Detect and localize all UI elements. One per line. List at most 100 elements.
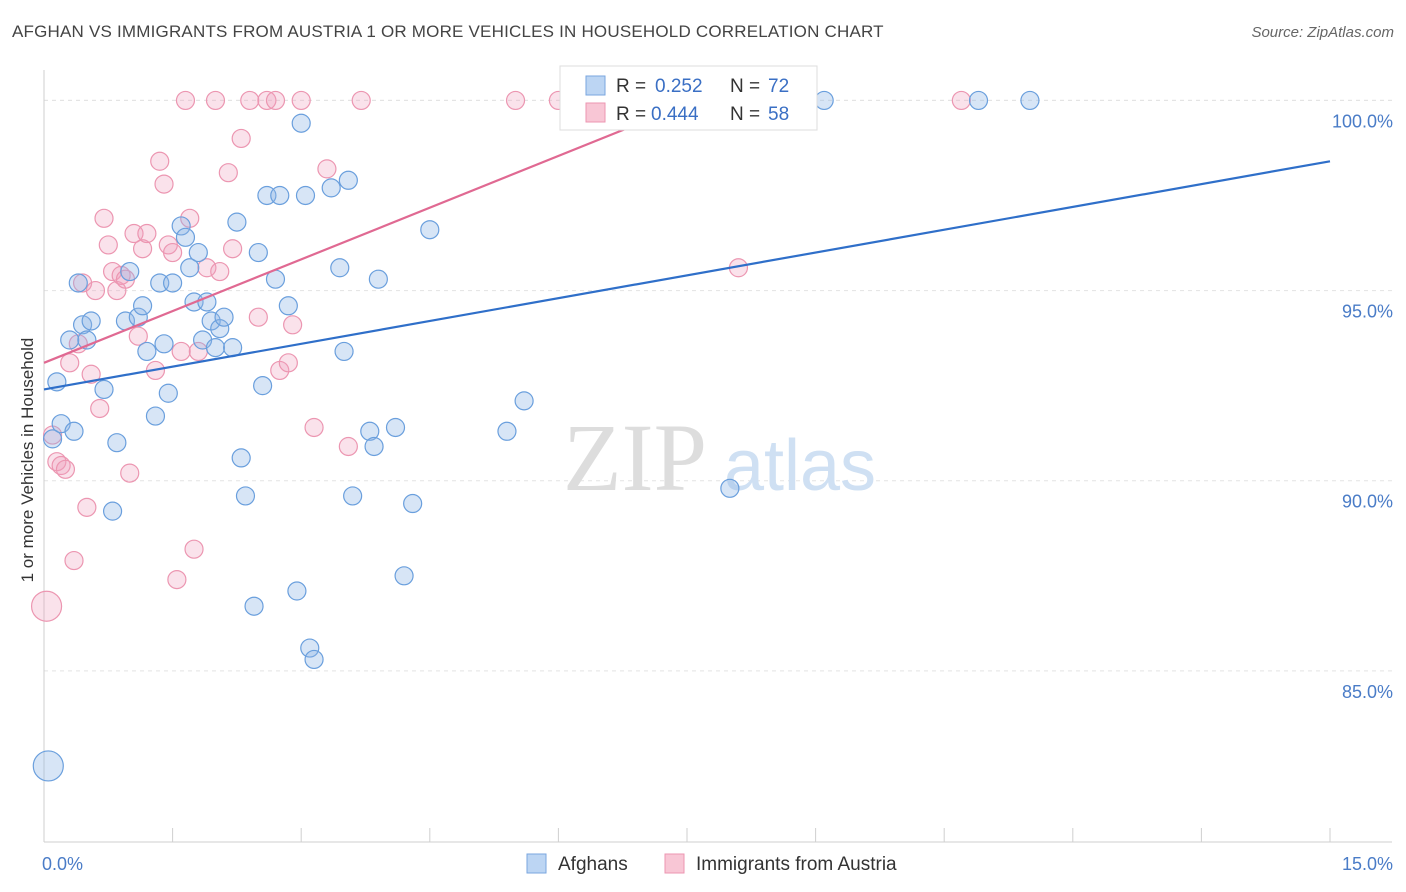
point-afghans [227, 212, 247, 232]
point-afghans [295, 185, 316, 206]
x-tick-label-min: 0.0% [42, 854, 83, 874]
point-afghans [132, 296, 153, 316]
point-austria [240, 90, 260, 111]
y-tick-label: 95.0% [1342, 302, 1393, 322]
point-afghans [514, 391, 534, 411]
point-austria [60, 353, 80, 373]
point-afghans [497, 421, 517, 441]
point-afghans [420, 220, 440, 240]
point-austria [218, 163, 238, 183]
point-afghans [81, 311, 101, 331]
point-afghans [334, 341, 354, 362]
point-afghans [364, 436, 384, 457]
point-austria [197, 258, 217, 278]
legend-n-value-afghans: 72 [768, 76, 789, 97]
point-afghans [244, 596, 264, 616]
point-austria [317, 159, 337, 179]
legend-swatch-austria [585, 102, 606, 123]
point-austria [94, 208, 114, 228]
point-afghans [94, 379, 114, 400]
bottom-legend-label-austria: Immigrants from Austria [696, 854, 897, 875]
legend-n-value-austria: 58 [768, 104, 789, 125]
point-afghans [235, 486, 256, 506]
point-austria [505, 90, 526, 111]
point-afghans [968, 90, 989, 111]
point-austria [132, 239, 153, 259]
point-afghans [287, 581, 307, 601]
point-afghans [304, 649, 324, 670]
point-austria [55, 459, 76, 479]
point-austria [283, 315, 303, 335]
axes: 85.0% 90.0% 95.0% 100.0% 0.0% 15.0% [42, 70, 1393, 874]
point-austria [128, 326, 148, 346]
legend-n-label: N = [730, 76, 760, 97]
legend-r-label-2: R = [616, 104, 646, 125]
point-afghans [403, 493, 423, 514]
point-afghans [128, 307, 148, 327]
point-austria [90, 398, 110, 419]
point-austria [248, 307, 268, 327]
point-afghans [102, 501, 123, 521]
point-afghans [368, 269, 388, 289]
y-tick-label: 100.0% [1332, 111, 1393, 131]
legend-r-value-austria: 0.444 [651, 104, 699, 125]
series-legend: Afghans Immigrants from Austria [526, 853, 897, 875]
y-tick-label: 85.0% [1342, 682, 1393, 702]
point-afghans [278, 296, 298, 316]
point-austria [98, 235, 118, 255]
point-afghans [270, 185, 290, 206]
x-tick-label-max: 15.0% [1342, 854, 1393, 874]
point-afghans [214, 307, 234, 327]
point-afghans [145, 406, 166, 426]
point-afghans [32, 750, 64, 782]
point-afghans [720, 478, 740, 498]
legend-swatch-afghans [585, 75, 606, 96]
source-label: Source: ZipAtlas.com [1251, 24, 1394, 41]
point-austria [304, 417, 324, 438]
point-afghans [330, 258, 350, 278]
trend-line-afghans [43, 160, 1331, 391]
point-afghans [163, 273, 183, 293]
point-austria [951, 90, 971, 111]
point-afghans [64, 421, 84, 441]
point-afghans [300, 638, 320, 658]
point-afghans [205, 338, 226, 358]
point-afghans [231, 448, 251, 468]
point-austria [338, 436, 358, 457]
point-austria [150, 151, 170, 171]
point-austria [278, 353, 298, 373]
point-afghans [68, 273, 88, 293]
point-afghans [137, 341, 157, 362]
point-austria [171, 341, 191, 362]
point-afghans [171, 216, 191, 236]
point-afghans [253, 376, 273, 396]
watermark: ZIP atlas [563, 404, 876, 511]
point-austria [231, 128, 251, 149]
series-afghans [32, 90, 1040, 782]
point-afghans [1020, 90, 1040, 111]
point-austria [64, 550, 84, 571]
point-austria [137, 223, 157, 244]
trend-line-austria [43, 103, 688, 364]
point-austria [210, 261, 230, 282]
point-austria [154, 174, 174, 194]
point-afghans [42, 429, 63, 449]
legend-r-value-afghans: 0.252 [655, 76, 703, 97]
point-austria [77, 497, 97, 517]
point-austria [291, 90, 311, 111]
legend-n-label-2: N = [730, 104, 760, 125]
point-afghans [248, 242, 268, 263]
point-austria [85, 280, 106, 301]
stats-legend: R = 0.252 N = 72 R = 0.444 N = 58 [559, 65, 818, 131]
point-afghans [814, 90, 834, 111]
point-afghans [188, 242, 208, 263]
point-austria [351, 90, 371, 111]
y-tick-label: 90.0% [1342, 492, 1393, 512]
point-afghans [60, 330, 80, 350]
watermark-zip: ZIP [563, 404, 707, 511]
point-austria [81, 364, 101, 384]
point-austria [30, 590, 63, 622]
point-afghans [107, 433, 127, 453]
point-austria [205, 90, 226, 111]
